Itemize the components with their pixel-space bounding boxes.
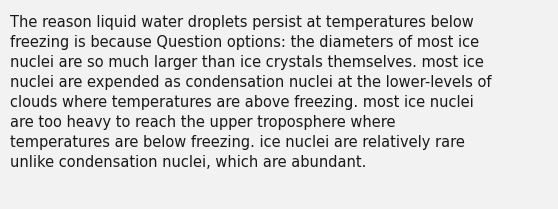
Text: The reason liquid water droplets persist at temperatures below
freezing is becau: The reason liquid water droplets persist… <box>10 15 492 170</box>
